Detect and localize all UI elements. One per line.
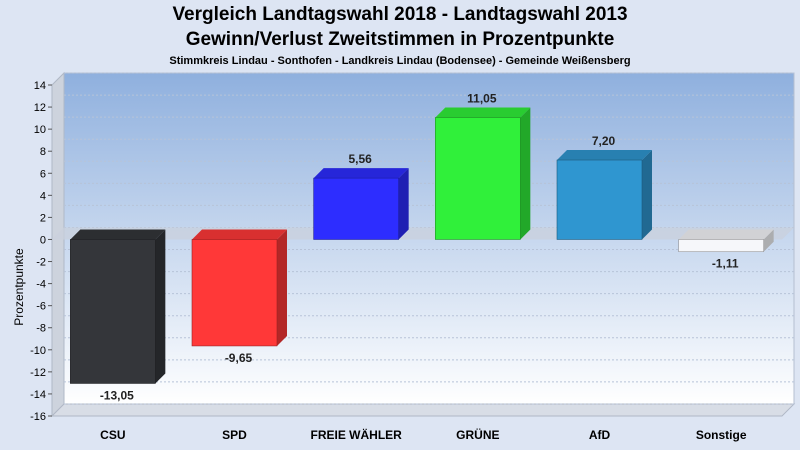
- bar-grüne: [435, 107, 531, 240]
- bar-csu: [70, 229, 166, 384]
- plot-floor: [50, 403, 796, 417]
- plot-side-wall: [51, 71, 65, 418]
- y-tick-label: 10: [34, 124, 46, 136]
- y-tick-label: -8: [36, 323, 46, 335]
- y-tick-label: 12: [34, 102, 46, 114]
- x-tick-label: GRÜNE: [456, 427, 499, 442]
- bar-sonstige: [678, 229, 774, 253]
- y-tick-label: 14: [34, 80, 46, 92]
- bar-top: [192, 229, 287, 240]
- y-tick-label: -12: [30, 367, 46, 379]
- x-tick-label: FREIE WÄHLER: [310, 427, 402, 442]
- bar-value-label: -9,65: [225, 351, 253, 365]
- x-tick-label: Sonstige: [696, 428, 747, 442]
- bar-side: [155, 229, 166, 384]
- bar-side: [520, 107, 531, 240]
- bar-front: [191, 239, 278, 347]
- bar-side: [398, 168, 409, 240]
- y-tick-label: -2: [36, 257, 46, 269]
- bar-value-label: 11,05: [467, 92, 497, 106]
- y-tick-label: 8: [40, 146, 46, 158]
- bar-value-label: 7,20: [592, 134, 616, 148]
- chart-title: Vergleich Landtagswahl 2018 - Landtagswa…: [172, 4, 628, 25]
- bar-top: [435, 107, 531, 118]
- y-tick-label: 2: [40, 212, 46, 224]
- bar-spd: [191, 229, 287, 347]
- x-tick-label: AfD: [589, 428, 611, 442]
- bar-value-label: 5,56: [348, 152, 372, 166]
- y-tick-label: -4: [36, 279, 46, 291]
- y-tick-label: 0: [40, 234, 46, 246]
- bar-front: [435, 117, 521, 240]
- x-tick-label: SPD: [222, 428, 247, 442]
- y-tick-label: 6: [40, 168, 46, 180]
- bar-value-label: -13,05: [100, 388, 134, 402]
- chart-region-subtitle: Stimmkreis Lindau - Sonthofen - Landkrei…: [169, 55, 631, 67]
- bar-top: [70, 229, 166, 240]
- bar-value-label: -1,11: [712, 257, 739, 271]
- y-tick-label: -16: [30, 411, 46, 423]
- bar-top: [313, 168, 409, 179]
- bar-freie-wähler: [313, 168, 409, 240]
- x-tick-label: CSU: [100, 428, 125, 442]
- bar-front: [678, 239, 764, 253]
- bar-side: [277, 229, 287, 346]
- bar-afd: [556, 150, 652, 240]
- bar-side: [763, 229, 774, 252]
- bar-front: [70, 239, 156, 384]
- bar-top: [557, 150, 652, 161]
- y-tick-label: -14: [30, 389, 46, 401]
- y-tick-label: -6: [36, 301, 46, 313]
- bar-top: [678, 229, 774, 240]
- chart-subtitle: Gewinn/Verlust Zweitstimmen in Prozentpu…: [185, 29, 615, 50]
- bar-front: [313, 177, 399, 240]
- bar-side: [642, 150, 652, 240]
- y-tick-label: 4: [40, 190, 46, 202]
- y-tick-label: -10: [30, 345, 46, 357]
- bar-front: [556, 159, 643, 240]
